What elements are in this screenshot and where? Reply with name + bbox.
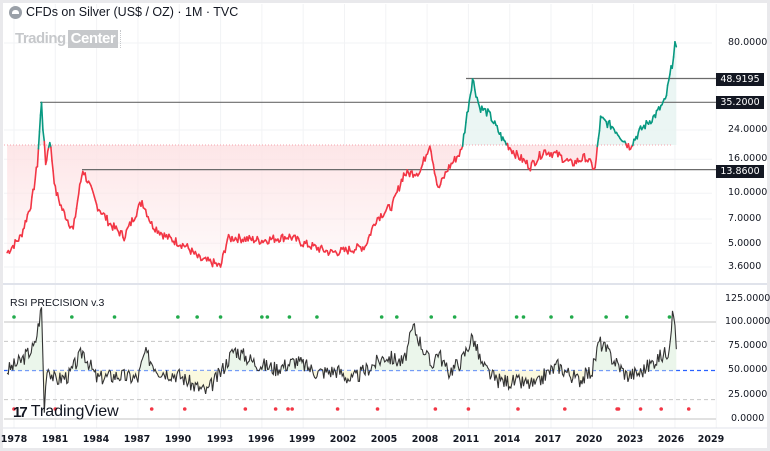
price-axis-label: 24.0000 — [728, 124, 768, 135]
time-axis-label: 1999 — [288, 434, 316, 445]
watermark-part2: Center — [67, 30, 119, 48]
indicator-title[interactable]: RSI PRECISION v.3 — [10, 297, 105, 309]
tradingview-mark-icon: 17 — [13, 403, 28, 421]
rsi-axis-label: 25.0000 — [728, 389, 768, 400]
time-axis-label: 2002 — [329, 434, 357, 445]
watermark-part1: Trading — [15, 30, 66, 47]
price-axis-label: 16.0000 — [728, 153, 768, 164]
symbol-title-text: CFDs on Silver (US$ / OZ) · 1M · TVC — [26, 5, 239, 19]
silver-coin-icon — [9, 5, 22, 19]
time-axis-label: 2014 — [493, 434, 521, 445]
tradingview-logo-text: TradingView — [30, 403, 119, 420]
time-axis-label: 2020 — [575, 434, 603, 445]
time-axis-label: 2008 — [411, 434, 439, 445]
level-tag-48[interactable]: 48.9195 — [716, 73, 764, 86]
time-axis-label: 2017 — [534, 434, 562, 445]
level-tag-13[interactable]: 13.8600 — [716, 165, 764, 178]
price-axis-label: 5.0000 — [728, 238, 762, 249]
rsi-axis-label: 75.0000 — [728, 340, 768, 351]
time-axis-label: 1984 — [82, 434, 110, 445]
rsi-axis-label: 50.0000 — [728, 364, 768, 375]
trading-center-watermark: Trading Center — [15, 30, 127, 48]
rsi-axis-label: 125.0000 — [725, 293, 770, 304]
time-axis-label: 2026 — [657, 434, 685, 445]
tradingview-logo[interactable]: 17 TradingView — [13, 403, 119, 421]
level-tag-35[interactable]: 35.2000 — [716, 96, 764, 109]
time-axis-label: 1990 — [164, 434, 192, 445]
rsi-axis-label: 0.0000 — [731, 413, 765, 424]
time-axis-label: 2011 — [452, 434, 480, 445]
price-axis-label: 7.0000 — [728, 213, 762, 224]
time-axis-label: 2005 — [370, 434, 398, 445]
time-axis-label: 1993 — [206, 434, 234, 445]
price-axis-label: 10.0000 — [728, 187, 768, 198]
time-axis-label: 1996 — [247, 434, 275, 445]
price-axis-label: 80.0000 — [728, 37, 768, 48]
time-axis-label: 2029 — [697, 434, 725, 445]
chart-title[interactable]: CFDs on Silver (US$ / OZ) · 1M · TVC — [9, 5, 238, 19]
time-axis-label: 1978 — [0, 434, 28, 445]
time-axis-label: 1987 — [123, 434, 151, 445]
time-axis-label: 2023 — [616, 434, 644, 445]
rsi-axis-label: 100.0000 — [725, 316, 770, 327]
time-axis-label: 1981 — [41, 434, 69, 445]
price-axis-label: 3.6000 — [728, 261, 762, 272]
watermark-dots — [120, 30, 127, 48]
